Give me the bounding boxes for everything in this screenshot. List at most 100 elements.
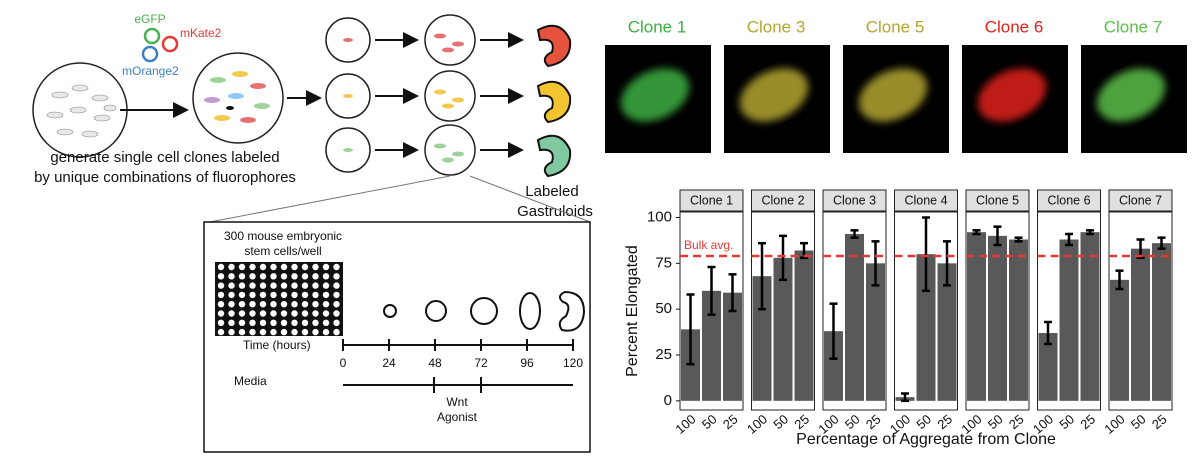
- well: [280, 310, 288, 317]
- bar: [723, 292, 742, 401]
- well: [217, 319, 225, 326]
- well: [249, 291, 256, 299]
- axis-title: Time (hours): [243, 338, 311, 352]
- timeline-label: 120: [563, 356, 583, 370]
- protocol-text: 300 mouse embryonic: [224, 229, 342, 243]
- plate: [215, 262, 343, 336]
- well: [291, 301, 298, 308]
- timeline-label: 72: [474, 356, 488, 370]
- well: [322, 328, 330, 336]
- bar: [988, 235, 1007, 401]
- well: [291, 291, 298, 299]
- well: [238, 273, 246, 280]
- well: [270, 282, 277, 289]
- well: [270, 319, 277, 326]
- well: [333, 282, 340, 289]
- timeline-label: 96: [520, 356, 534, 370]
- facet-strip: [1037, 189, 1101, 212]
- well: [249, 310, 256, 317]
- caption: generate single cell clones labeled: [50, 149, 279, 166]
- gastruloid: [1096, 68, 1166, 122]
- y-tick-label: 75: [655, 254, 672, 271]
- x-tick-label: 50: [985, 411, 1006, 432]
- well: [228, 310, 235, 317]
- well: [333, 310, 340, 317]
- bar: [1038, 333, 1058, 401]
- facet-label: Clone 1: [690, 193, 733, 207]
- gastruloid: [620, 68, 690, 122]
- well: [217, 310, 225, 317]
- well: [280, 291, 288, 299]
- well: [259, 319, 267, 326]
- well: [322, 310, 330, 317]
- well: [280, 273, 288, 280]
- timeline-label: 0: [340, 356, 347, 370]
- well: [217, 282, 225, 289]
- x-tick-label: 100: [744, 411, 770, 436]
- well: [228, 319, 235, 326]
- well: [322, 319, 330, 326]
- schematic: eGFP mKate2 mOrange2 generate single cel…: [32, 12, 593, 453]
- ring: [141, 45, 159, 63]
- gastruloid: [858, 68, 928, 122]
- well: [312, 301, 319, 308]
- well: [259, 301, 267, 308]
- bar: [752, 276, 772, 401]
- image-title: Clone 5: [866, 17, 925, 36]
- bar: [773, 257, 793, 401]
- well: [259, 310, 267, 317]
- x-tick-label: 100: [1101, 411, 1127, 436]
- well: [238, 310, 246, 317]
- well: [280, 319, 288, 326]
- bar: [824, 331, 843, 401]
- well: [280, 263, 288, 271]
- ring: [143, 27, 161, 45]
- zoom-line: [469, 175, 591, 223]
- bar: [866, 263, 885, 401]
- well: [238, 328, 246, 336]
- well: [249, 328, 256, 336]
- well: [259, 328, 267, 336]
- scale-box: [1038, 128, 1068, 153]
- well: [270, 273, 277, 280]
- well: [217, 263, 225, 271]
- y-axis-title: Percent Elongated: [624, 245, 641, 377]
- well: [238, 301, 246, 308]
- x-tick-label: 25: [1149, 411, 1170, 432]
- well: [270, 310, 277, 317]
- scale-box: [919, 128, 949, 153]
- x-tick-label: 25: [934, 411, 955, 432]
- ring: [161, 35, 179, 53]
- well: [301, 319, 309, 326]
- fluorophore: mOrange2: [122, 64, 179, 78]
- cells: [46, 84, 117, 138]
- well: [270, 301, 277, 308]
- facet-label: Clone 5: [976, 193, 1019, 207]
- bar: [845, 234, 864, 401]
- well: [249, 301, 256, 308]
- x-tick-label: 50: [699, 411, 720, 432]
- clone-rows: [325, 14, 572, 178]
- y-tick-label: 25: [655, 346, 672, 363]
- scale-box: [800, 128, 830, 153]
- well: [322, 291, 330, 299]
- well: [322, 301, 330, 308]
- well: [228, 301, 235, 308]
- well: [259, 273, 267, 280]
- well: [249, 282, 256, 289]
- timeline-label: 48: [428, 356, 442, 370]
- well: [270, 328, 277, 336]
- bar: [1110, 279, 1129, 401]
- well: [322, 263, 330, 271]
- well: [228, 273, 235, 280]
- well: [217, 328, 225, 336]
- fluorophore: eGFP: [134, 12, 165, 26]
- well: [333, 263, 340, 271]
- facet-strip: [1108, 189, 1173, 212]
- image-title: Clone 6: [985, 17, 1044, 36]
- y-tick-label: 0: [664, 392, 672, 409]
- facet-strip: [822, 189, 887, 212]
- x-axis-title: Percentage of Aggregate from Clone: [796, 431, 1056, 448]
- well: [312, 328, 319, 336]
